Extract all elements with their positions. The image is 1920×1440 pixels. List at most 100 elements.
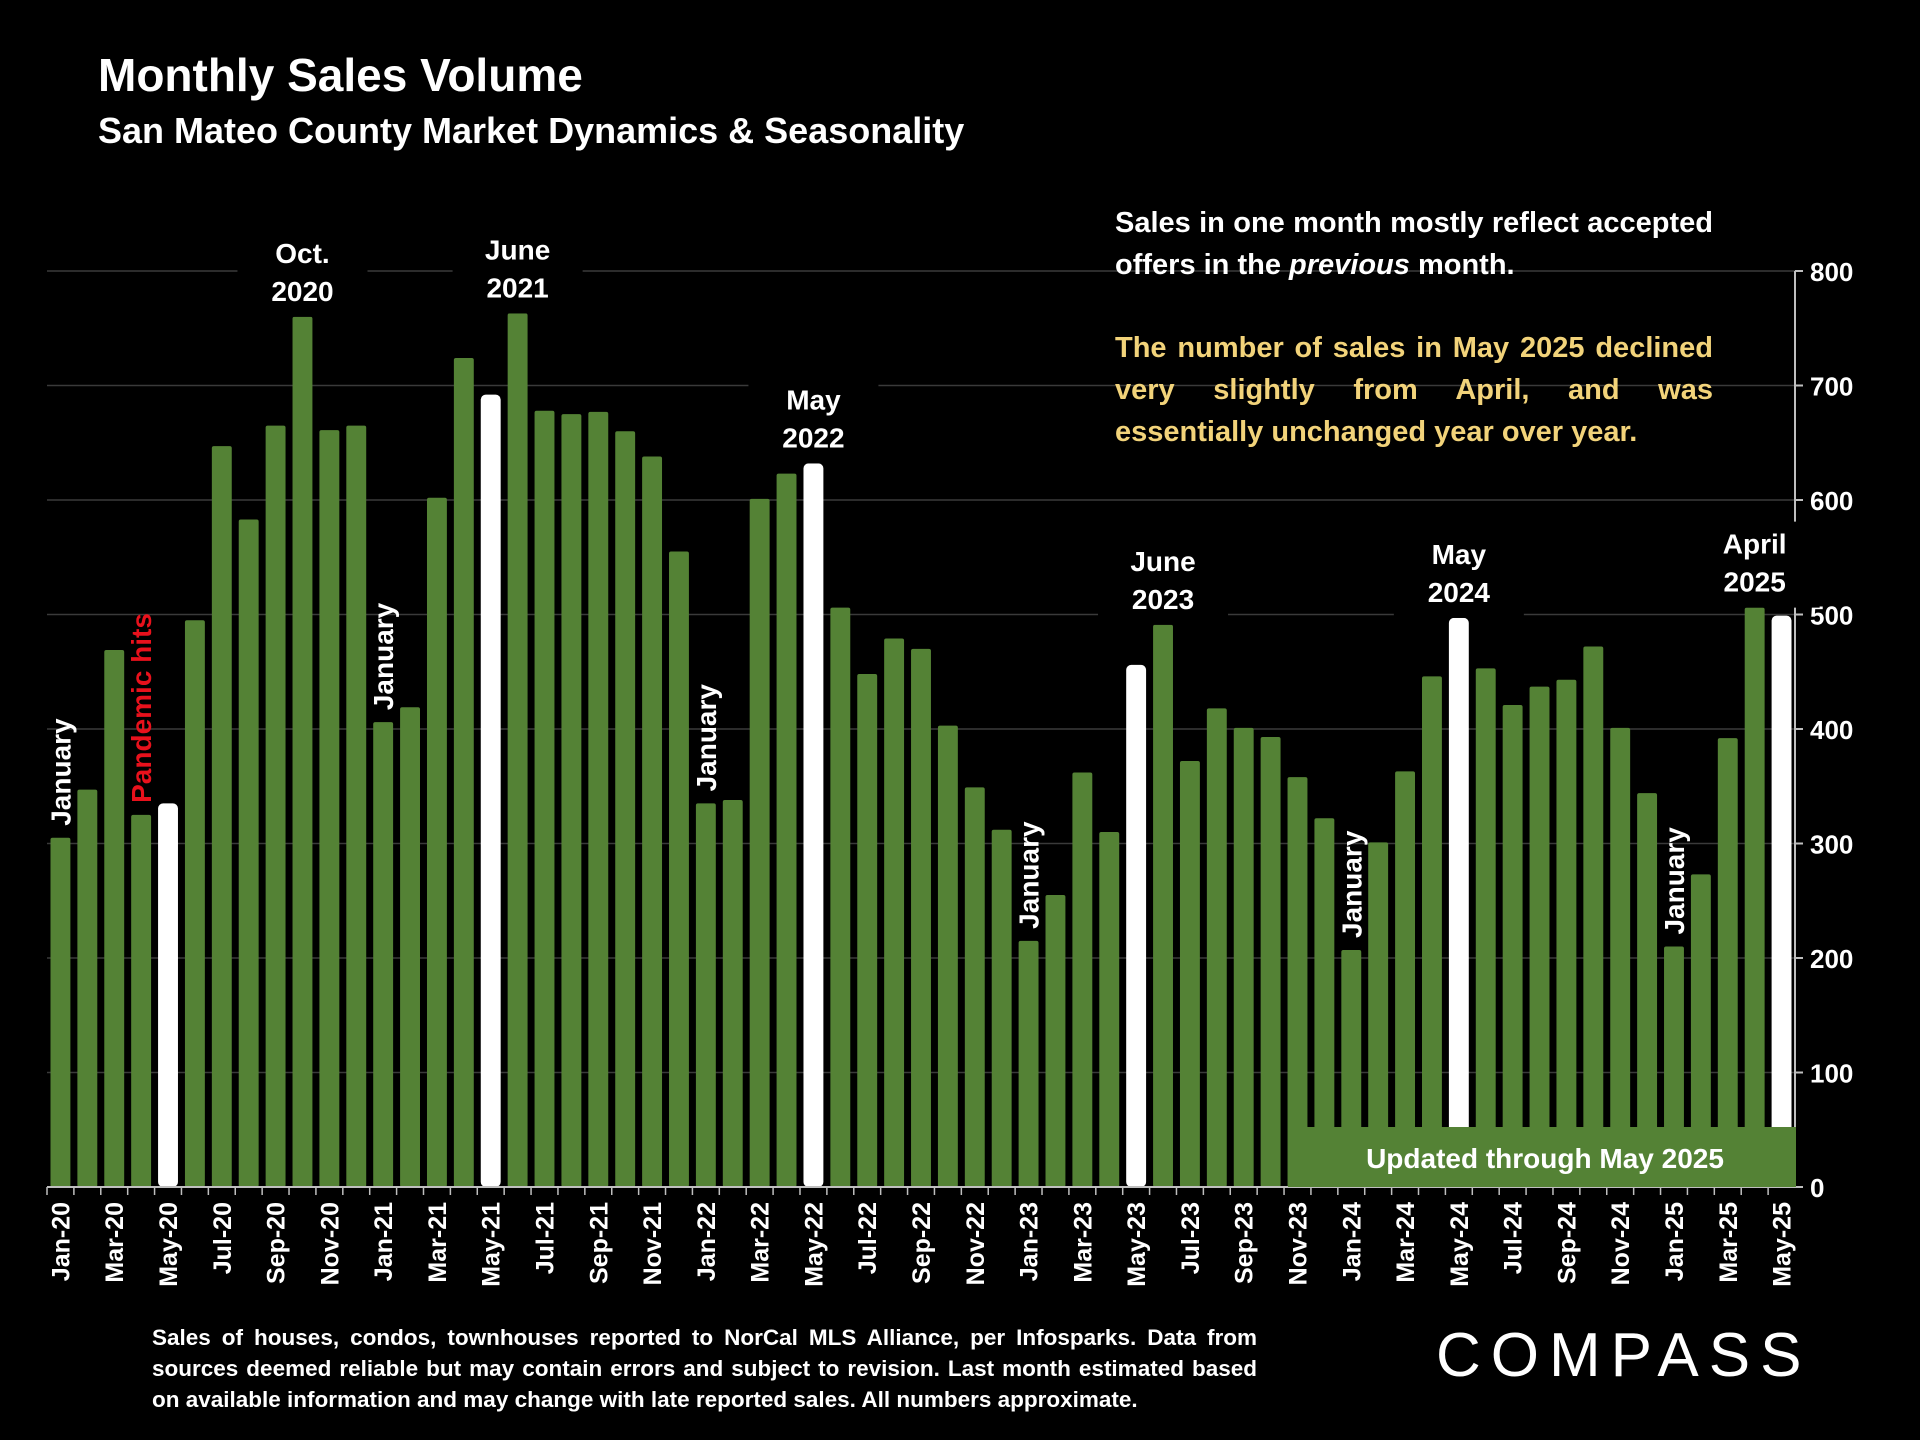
bar-Nov-24 bbox=[1610, 727, 1631, 1187]
bar-Sep-22 bbox=[911, 648, 931, 1187]
updated-box-bg bbox=[1288, 1127, 1796, 1187]
bar-Jul-24 bbox=[1502, 704, 1523, 1187]
note1-text-b: month. bbox=[1409, 249, 1515, 281]
x-tick-label-Sep-23: Sep-23 bbox=[1231, 1202, 1259, 1284]
bar-May-20 bbox=[158, 803, 178, 1187]
bar-Mar-21 bbox=[426, 497, 447, 1188]
x-tick-label-Jan-23: Jan-23 bbox=[1016, 1202, 1044, 1281]
bar-Jun-21 bbox=[507, 313, 528, 1187]
annotation-Jun-23-line-1: June bbox=[1130, 546, 1195, 577]
x-tick-label-Jul-23: Jul-23 bbox=[1177, 1202, 1205, 1274]
bar-Oct-23 bbox=[1260, 737, 1281, 1187]
annotation-Apr-25-line-2: 2025 bbox=[1724, 567, 1786, 598]
bar-Jun-22 bbox=[830, 607, 851, 1187]
x-tick-label-Jul-20: Jul-20 bbox=[209, 1202, 237, 1274]
bar-Feb-22 bbox=[722, 799, 743, 1187]
x-tick-label-Jan-21: Jan-21 bbox=[370, 1202, 398, 1281]
bar-Aug-20 bbox=[238, 519, 259, 1187]
bar-Sep-23 bbox=[1233, 727, 1254, 1187]
annotation-Jan-21: January bbox=[368, 602, 399, 710]
bar-Jan-20 bbox=[50, 837, 71, 1187]
bar-Oct-20 bbox=[292, 316, 313, 1187]
bar-Apr-22 bbox=[776, 473, 797, 1187]
x-tick-label-May-25: May-25 bbox=[1769, 1202, 1797, 1287]
bar-Jan-23 bbox=[1018, 940, 1039, 1187]
x-tick-label-Sep-24: Sep-24 bbox=[1553, 1202, 1581, 1284]
y-tick-label-200: 200 bbox=[1810, 944, 1853, 974]
bar-Mar-20 bbox=[104, 649, 125, 1187]
bar-Aug-22 bbox=[884, 638, 905, 1187]
bars bbox=[50, 313, 1792, 1188]
bar-May-21 bbox=[480, 394, 501, 1187]
x-tick-label-Jan-24: Jan-24 bbox=[1338, 1202, 1366, 1281]
annotation-Oct-20-line-1: Oct. bbox=[275, 238, 329, 269]
bar-Jul-22 bbox=[857, 674, 878, 1187]
annotation-bg-May-24 bbox=[1393, 531, 1524, 618]
annotation-May-22-line-2: 2022 bbox=[782, 422, 844, 453]
annotation-Jan-20: January bbox=[45, 718, 76, 826]
x-tick-label-May-23: May-23 bbox=[1123, 1202, 1151, 1287]
bar-Jun-20 bbox=[184, 620, 205, 1187]
x-tick-label-Jul-24: Jul-24 bbox=[1500, 1202, 1528, 1274]
bar-May-22 bbox=[803, 463, 824, 1187]
source-footnote: Sales of houses, condos, townhouses repo… bbox=[152, 1325, 1257, 1412]
chart-title: Monthly Sales Volume bbox=[98, 49, 583, 101]
annotation-Apr-20: Pandemic hits bbox=[126, 613, 157, 803]
y-tick-label-600: 600 bbox=[1810, 486, 1853, 516]
bar-Apr-25 bbox=[1744, 607, 1765, 1187]
annotation-Apr-25-line-1: April bbox=[1723, 529, 1787, 560]
annotation-bg-Jun-21 bbox=[452, 227, 583, 314]
bar-Dec-21 bbox=[669, 551, 689, 1187]
bar-Mar-23 bbox=[1072, 772, 1093, 1187]
x-tick-label-Nov-21: Nov-21 bbox=[639, 1202, 667, 1285]
bar-Sep-21 bbox=[588, 411, 609, 1188]
annotation-Jun-21-line-1: June bbox=[485, 234, 550, 265]
bar-Dec-24 bbox=[1637, 793, 1658, 1187]
annotation-Jan-23: January bbox=[1014, 821, 1045, 929]
annotation-Jun-23-line-2: 2023 bbox=[1132, 584, 1194, 615]
bar-Mar-25 bbox=[1717, 738, 1738, 1187]
bar-Sep-20 bbox=[265, 425, 286, 1187]
x-tick-label-Nov-24: Nov-24 bbox=[1607, 1202, 1635, 1285]
x-tick-label-Mar-21: Mar-21 bbox=[424, 1202, 452, 1283]
annotation-bg-Oct-20 bbox=[237, 230, 368, 317]
note-previous-month: Sales in one month mostly reflect accept… bbox=[1115, 202, 1713, 286]
y-tick-label-300: 300 bbox=[1810, 830, 1853, 860]
annotation-Jan-24: January bbox=[1336, 830, 1367, 938]
y-tick-label-400: 400 bbox=[1810, 715, 1853, 745]
updated-label: Updated through May 2025 bbox=[1366, 1143, 1724, 1174]
x-tick-label-Mar-22: Mar-22 bbox=[747, 1202, 775, 1283]
x-tick-label-Mar-23: Mar-23 bbox=[1069, 1202, 1097, 1283]
bar-Aug-21 bbox=[561, 414, 582, 1187]
x-tick-label-Nov-20: Nov-20 bbox=[316, 1202, 344, 1285]
x-tick-label-Jan-25: Jan-25 bbox=[1661, 1202, 1689, 1281]
bar-Feb-25 bbox=[1690, 874, 1711, 1187]
note1-emphasis: previous bbox=[1289, 249, 1410, 281]
x-tick-label-Sep-20: Sep-20 bbox=[263, 1202, 291, 1284]
x-tick-label-Nov-23: Nov-23 bbox=[1284, 1202, 1312, 1285]
x-tick-label-May-24: May-24 bbox=[1446, 1202, 1474, 1287]
bar-Feb-20 bbox=[77, 789, 98, 1187]
bar-Jul-21 bbox=[534, 410, 555, 1187]
bar-Jun-23 bbox=[1153, 624, 1173, 1187]
annotation-bg-Apr-25 bbox=[1689, 521, 1820, 608]
bar-Feb-23 bbox=[1045, 895, 1066, 1187]
note-may-2025: The number of sales in May 2025 declined… bbox=[1115, 332, 1713, 448]
x-tick-label-Sep-21: Sep-21 bbox=[585, 1202, 613, 1284]
bar-Feb-24 bbox=[1368, 842, 1389, 1187]
x-tick-label-Jul-21: Jul-21 bbox=[532, 1202, 560, 1274]
annotation-Jan-25: January bbox=[1659, 827, 1690, 935]
bar-Mar-24 bbox=[1395, 771, 1416, 1187]
x-tick-label-Jan-22: Jan-22 bbox=[693, 1202, 721, 1281]
bar-Jun-24 bbox=[1475, 668, 1496, 1187]
bar-May-23 bbox=[1126, 664, 1147, 1187]
annotation-bg-Jun-23 bbox=[1098, 538, 1229, 625]
bar-Oct-21 bbox=[615, 431, 636, 1187]
bar-Nov-22 bbox=[964, 787, 985, 1187]
bar-Dec-23 bbox=[1314, 818, 1335, 1187]
bar-Apr-23 bbox=[1099, 832, 1120, 1187]
updated-box: Updated through May 2025 bbox=[1288, 1127, 1796, 1187]
annotation-May-24-line-1: May bbox=[1432, 539, 1487, 570]
bar-Jul-20 bbox=[211, 446, 232, 1187]
